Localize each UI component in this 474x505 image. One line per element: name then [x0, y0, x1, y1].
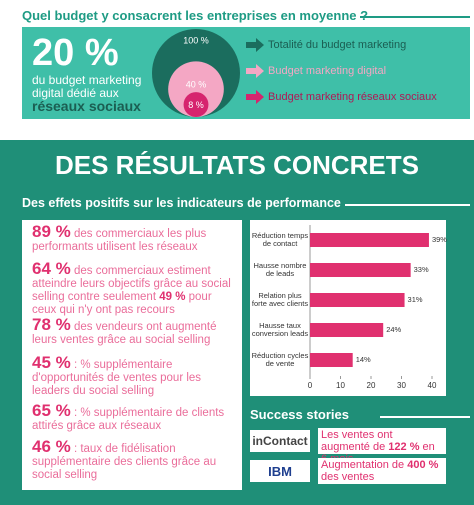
legend-arrows [246, 38, 264, 104]
stat-text: des commerciaux les plus performants uti… [32, 228, 207, 253]
stat-highlight: 49 % [159, 291, 186, 303]
results-title: DES RÉSULTATS CONCRETS [54, 150, 419, 180]
circle-label: 40 % [186, 80, 207, 90]
legend-item: Budget marketing réseaux sociaux [268, 91, 437, 103]
stat-text: pour ceux qui n'y ont pas recours [32, 291, 212, 316]
stat-text: des commerciaux estiment atteindre leurs… [32, 265, 231, 303]
value-label: 24% [386, 325, 401, 334]
x-tick-label: 0 [308, 381, 313, 390]
budget-circles: 100 % 40 % 8 % [152, 29, 264, 118]
logo: inContact [250, 430, 310, 452]
story-text: des ventes [321, 471, 375, 483]
budget-circle [168, 61, 224, 117]
budget-circle [183, 92, 209, 118]
headline-text: du budget marketing digital dédié aux [32, 73, 142, 100]
bar [310, 323, 384, 337]
stat-percent: 78 % [32, 315, 71, 334]
legend-item: Budget marketing digital [268, 65, 387, 77]
story-highlight: 400 % [407, 459, 439, 471]
stat-percent: 65 % [32, 401, 71, 420]
stat: 64 % des commerciaux estiment atteindre … [32, 259, 237, 317]
circle-label: 100 % [183, 35, 209, 45]
stat-text: : taux de fidélisation supplémentaire de… [32, 443, 217, 481]
category-label: Hausse nombre de leads [253, 260, 307, 278]
value-label: 33% [414, 265, 429, 274]
stat-text: : % supplémentaire d'opportunités de ven… [32, 359, 202, 397]
stat-percent: 46 % [32, 437, 71, 456]
bar [310, 353, 353, 367]
title-rule [360, 16, 470, 18]
value-label: 39% [432, 235, 447, 244]
story-highlight: 122 % [388, 441, 420, 453]
stat: 46 % : taux de fidélisation supplémentai… [32, 437, 237, 482]
stat: 65 % : % supplémentaire de clients attir… [32, 401, 237, 433]
stat-percent: 45 % [32, 353, 71, 372]
circle-label: 8 % [188, 100, 204, 110]
headline: 20 % [32, 32, 119, 74]
bar [310, 293, 405, 307]
category-label: Réduction temps de contact [251, 230, 309, 248]
stat: 78 % des vendeurs ont augmenté leurs ven… [32, 315, 237, 347]
subtitle-rule [345, 204, 470, 206]
category-label: Hausse taux conversion leads [251, 320, 309, 338]
story-text: Les ventes ont augmenté de [321, 429, 393, 453]
x-tick-label: 30 [397, 381, 406, 390]
stats-panel [22, 220, 242, 490]
bar [310, 263, 411, 277]
budget-title: Quel budget y consacrent les entreprises… [22, 8, 369, 23]
bar [310, 233, 429, 247]
value-label: 31% [408, 295, 423, 304]
results-subtitle: Des effets positifs sur les indicateurs … [22, 196, 341, 210]
x-tick-label: 20 [367, 381, 376, 390]
success-rule [380, 416, 470, 418]
stat-percent: 89 % [32, 222, 71, 241]
success-title: Success stories [250, 407, 350, 422]
headline-bold: réseaux sociaux [32, 98, 141, 114]
story: Augmentation de 400 % des ventes [318, 458, 446, 484]
x-tick-label: 10 [336, 381, 345, 390]
category-label: Relation plus forte avec clients [251, 290, 309, 308]
x-tick-label: 40 [428, 381, 437, 390]
story-text: Augmentation de [321, 459, 405, 471]
story: Les ventes ont augmenté de 122 % en 6 mo… [318, 428, 446, 465]
stat: 45 % : % supplémentaire d'opportunités d… [32, 353, 237, 398]
stat-text: des vendeurs ont augmenté leurs ventes g… [32, 321, 217, 346]
stat: 89 % des commerciaux les plus performant… [32, 222, 237, 254]
category-label: Réduction cycles de vente [251, 350, 309, 368]
value-label: 14% [356, 355, 371, 364]
stat-percent: 64 % [32, 259, 71, 278]
legend-item: Totalité du budget marketing [268, 39, 407, 51]
logo: IBM [250, 460, 310, 482]
stat-text: : % supplémentaire de clients attirés gr… [32, 407, 225, 432]
